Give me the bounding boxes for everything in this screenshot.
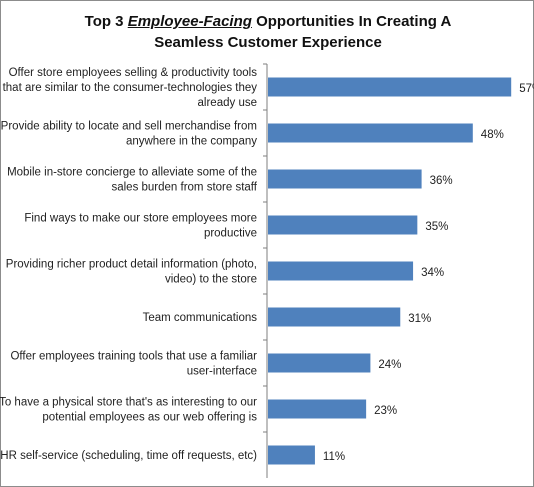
category-label-9: HR self-service (scheduling, time off re… (0, 450, 257, 462)
bar-1 (268, 77, 512, 97)
bar-3 (268, 169, 422, 189)
data-label-6: 31% (408, 313, 431, 325)
data-label-3: 36% (430, 175, 453, 187)
category-label-7: Offer employees training tools that use … (10, 351, 257, 378)
category-label-5: Providing richer product detail informat… (6, 259, 257, 286)
bar-9 (268, 445, 315, 465)
category-label-2: Provide ability to locate and sell merch… (1, 121, 258, 148)
category-label-6: Team communications (143, 312, 258, 324)
category-label-1: Offer store employees selling & producti… (3, 67, 258, 109)
bar-5 (268, 261, 414, 281)
chart-title-after: Opportunities In Creating A Seamless Cus… (154, 13, 452, 51)
bar-8 (268, 399, 367, 419)
data-label-9: 11% (323, 451, 345, 463)
bar-2 (268, 123, 473, 143)
data-label-7: 24% (378, 359, 401, 371)
category-label-4: Find ways to make our store employees mo… (24, 213, 257, 240)
bar-7 (268, 353, 371, 373)
chart-title-before: Top 3 (84, 13, 128, 30)
category-label-8: To have a physical store that's as inter… (0, 397, 257, 424)
chart-title-emphasis: Employee-Facing (127, 13, 252, 30)
data-label-5: 34% (421, 267, 444, 279)
data-label-8: 23% (374, 405, 397, 417)
bar-6 (268, 307, 401, 327)
chart-title: Top 3 Employee-Facing Opportunities In C… (61, 11, 475, 53)
data-label-2: 48% (481, 129, 504, 141)
bar-4 (268, 215, 418, 235)
data-label-1: 57% (519, 83, 534, 95)
data-label-4: 35% (425, 221, 448, 233)
category-label-3: Mobile in-store concierge to alleviate s… (7, 167, 258, 194)
